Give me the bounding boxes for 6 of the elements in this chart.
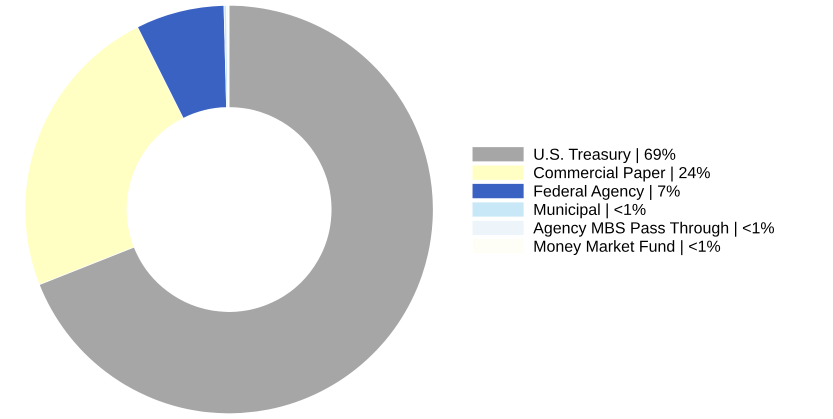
legend-label: Commercial Paper | 24% <box>534 166 710 182</box>
legend-label: Money Market Fund | <1% <box>534 240 720 256</box>
legend-label: Agency MBS Pass Through | <1% <box>533 222 774 237</box>
legend-label: Municipal | <1% <box>534 203 646 218</box>
legend-label: Federal Agency | 7% <box>534 184 680 200</box>
legend-label: U.S. Treasury | 69% <box>534 148 676 164</box>
